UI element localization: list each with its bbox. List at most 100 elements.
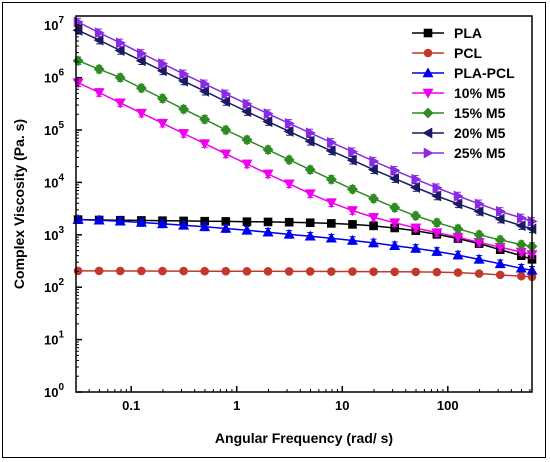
legend-item: PCL <box>412 45 482 61</box>
series-layer <box>72 16 538 282</box>
data-point <box>93 34 104 46</box>
data-point <box>220 149 232 160</box>
data-point <box>156 218 169 229</box>
data-point <box>241 159 253 170</box>
data-point <box>221 88 232 100</box>
data-point <box>200 266 209 276</box>
legend-marker <box>422 127 433 139</box>
data-point <box>431 228 443 239</box>
series-5 <box>72 24 537 235</box>
legend-label: 25% M5 <box>454 145 506 161</box>
data-point <box>242 217 252 226</box>
legend-item: 20% M5 <box>412 125 506 141</box>
data-point <box>220 124 232 136</box>
data-point <box>93 88 105 99</box>
data-point <box>515 220 526 232</box>
data-point <box>325 145 336 157</box>
data-point <box>389 218 401 229</box>
data-point <box>156 65 167 77</box>
data-point <box>390 267 399 277</box>
y-tick-label: 104 <box>44 172 64 190</box>
data-point <box>241 106 252 118</box>
data-point <box>431 190 442 202</box>
data-point <box>474 269 484 278</box>
y-tick-base: 10 <box>44 228 58 243</box>
y-tick-exponent: 3 <box>58 225 64 236</box>
data-point <box>452 223 464 235</box>
data-point <box>389 173 399 185</box>
data-point <box>221 266 231 276</box>
series-1 <box>73 266 537 282</box>
data-point <box>495 205 506 217</box>
x-tick-label: 10 <box>335 398 349 413</box>
data-point <box>304 189 316 200</box>
data-point <box>411 173 422 185</box>
data-point <box>389 240 401 250</box>
y-tick-base: 10 <box>44 385 58 400</box>
data-point <box>410 242 422 253</box>
data-point <box>158 266 167 276</box>
data-point <box>348 220 357 229</box>
legend-marker <box>422 88 434 99</box>
data-point <box>369 221 378 231</box>
data-point <box>263 267 273 276</box>
legend-label: PLA <box>454 25 482 41</box>
data-point <box>305 127 316 139</box>
data-point <box>178 75 188 87</box>
data-point <box>199 139 211 150</box>
data-point <box>114 215 126 226</box>
data-point <box>304 230 316 241</box>
data-point <box>242 267 252 276</box>
y-tick-label: 101 <box>44 330 64 348</box>
data-point <box>284 117 295 129</box>
data-point <box>473 253 485 264</box>
data-point <box>178 219 190 230</box>
legend-marker <box>423 28 433 38</box>
data-point <box>178 103 190 115</box>
data-point <box>494 234 506 246</box>
data-point <box>135 216 147 227</box>
y-tick-exponent: 1 <box>58 330 64 341</box>
legend-item: PLA <box>412 25 482 41</box>
y-tick-label: 106 <box>44 68 64 86</box>
data-point <box>93 214 105 225</box>
data-point <box>327 219 336 228</box>
data-point <box>516 271 526 281</box>
data-point <box>114 98 126 109</box>
data-point <box>389 202 401 214</box>
data-point <box>325 232 337 243</box>
data-point <box>453 190 464 202</box>
data-point <box>432 182 443 194</box>
series-line <box>78 218 533 272</box>
data-point <box>115 37 126 49</box>
legend: PLA PCL PLA-PCL 10% M5 15% M5 20% M5 25% M5 <box>412 25 515 161</box>
data-point <box>93 63 105 75</box>
data-point <box>178 129 190 140</box>
data-point <box>283 154 295 166</box>
legend-label: PLA-PCL <box>454 65 515 81</box>
data-point <box>348 267 357 276</box>
x-axis-title: Angular Frequency (rad/ s) <box>215 430 393 446</box>
y-tick-base: 10 <box>44 333 58 348</box>
data-point <box>199 85 209 97</box>
data-point <box>367 164 378 176</box>
legend-label: 15% M5 <box>454 105 506 121</box>
data-point <box>369 155 380 167</box>
y-tick-label: 105 <box>44 120 64 138</box>
data-point <box>346 206 358 217</box>
legend-label: 20% M5 <box>454 125 506 141</box>
data-point <box>453 268 463 277</box>
data-point <box>325 198 337 209</box>
legend-item: 25% M5 <box>412 145 506 161</box>
data-point <box>179 68 190 80</box>
data-point <box>346 234 358 245</box>
data-point <box>156 118 169 129</box>
data-point <box>474 198 485 210</box>
y-tick-exponent: 4 <box>58 172 64 183</box>
legend-marker <box>422 107 434 119</box>
legend-item: 15% M5 <box>412 105 506 121</box>
data-point <box>327 136 337 148</box>
data-point <box>262 116 273 128</box>
data-point <box>431 217 443 229</box>
